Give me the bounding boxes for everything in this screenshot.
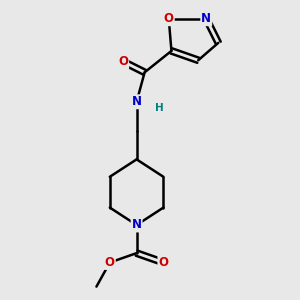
- Text: O: O: [105, 256, 115, 269]
- Text: N: N: [132, 218, 142, 232]
- Text: H: H: [155, 103, 164, 113]
- Text: O: O: [118, 55, 128, 68]
- Text: N: N: [132, 95, 142, 108]
- Text: N: N: [201, 12, 211, 25]
- Text: O: O: [164, 12, 174, 25]
- Text: O: O: [158, 256, 168, 269]
